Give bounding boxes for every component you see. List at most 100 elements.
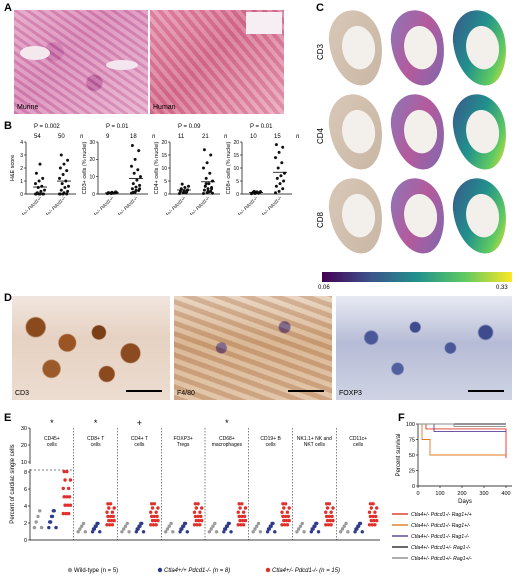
data-point bbox=[62, 469, 66, 474]
data-point bbox=[253, 527, 257, 531]
data-point bbox=[42, 192, 46, 196]
data-point bbox=[203, 184, 207, 188]
y-tick-label: 0 bbox=[92, 192, 95, 198]
data-point bbox=[275, 176, 279, 180]
data-point bbox=[187, 184, 190, 188]
data-point bbox=[80, 524, 84, 528]
data-point bbox=[282, 506, 286, 510]
data-point bbox=[34, 171, 38, 175]
data-point bbox=[198, 510, 202, 514]
data-point bbox=[39, 189, 43, 193]
data-point bbox=[256, 521, 261, 526]
data-point bbox=[165, 527, 170, 531]
data-point bbox=[353, 530, 357, 534]
n-marker: n bbox=[224, 134, 228, 140]
data-point bbox=[41, 176, 45, 180]
data-point bbox=[139, 175, 142, 179]
y-tick-label: 4 bbox=[20, 140, 23, 146]
y-tick-label: 0 bbox=[236, 192, 239, 198]
data-point bbox=[184, 191, 188, 195]
data-point bbox=[287, 518, 291, 523]
data-point bbox=[360, 530, 364, 534]
y-tick-label: 0 bbox=[24, 538, 27, 544]
tissue-section-heatmap bbox=[448, 174, 512, 258]
data-point bbox=[237, 502, 241, 506]
tissue-section-raw bbox=[324, 174, 388, 258]
data-point bbox=[156, 518, 160, 523]
data-point bbox=[51, 509, 56, 513]
data-point bbox=[125, 521, 129, 526]
data-point bbox=[131, 182, 135, 186]
data-point bbox=[66, 511, 71, 516]
p-value-label: P = 0.09 bbox=[178, 124, 201, 130]
data-point bbox=[273, 530, 277, 534]
data-point bbox=[196, 514, 200, 519]
data-point bbox=[182, 521, 187, 526]
legend-label: Wild-type (n = 5) bbox=[74, 568, 118, 574]
data-point bbox=[338, 530, 343, 534]
data-point bbox=[138, 187, 142, 191]
data-point bbox=[236, 523, 240, 527]
panel-letter-e: E bbox=[4, 412, 12, 424]
y-tick-label: 8 bbox=[24, 470, 27, 476]
tissue-section-heatmap bbox=[448, 90, 512, 174]
y-tick-label: 15 bbox=[233, 153, 239, 159]
data-point bbox=[180, 182, 184, 186]
data-point bbox=[169, 521, 173, 526]
group-label: CD45+ bbox=[44, 436, 60, 442]
data-point bbox=[194, 518, 199, 523]
data-point bbox=[108, 514, 113, 519]
n-count-label: 11 bbox=[178, 134, 185, 140]
data-point bbox=[65, 169, 69, 173]
panel-f-survival: 0 25 50 75 100 0 100 200 300 400 Days Percent survi… bbox=[392, 422, 512, 562]
genotype-label: Ctla4+/- Pdcd1-/- bbox=[87, 195, 116, 215]
genotype-label: Ctla4+/- Pdcd1-/- bbox=[255, 195, 284, 215]
data-point bbox=[198, 523, 202, 527]
data-point bbox=[115, 190, 118, 194]
data-point bbox=[61, 173, 65, 176]
data-point bbox=[39, 525, 44, 530]
x-axis-label: Days bbox=[458, 499, 472, 505]
data-point bbox=[127, 530, 131, 534]
data-point bbox=[108, 523, 112, 527]
data-point bbox=[34, 182, 37, 186]
p-value-label: P = 0.01 bbox=[250, 124, 273, 130]
x-tick-label: 200 bbox=[457, 491, 466, 497]
data-point bbox=[309, 530, 314, 534]
data-point bbox=[283, 514, 288, 519]
data-point bbox=[324, 510, 328, 514]
data-point bbox=[209, 153, 213, 157]
data-point bbox=[314, 521, 318, 526]
data-point bbox=[298, 524, 303, 528]
data-point bbox=[283, 523, 287, 527]
genotype-label: Ctla4+/- Pdcd1-/- bbox=[231, 195, 260, 215]
data-point bbox=[193, 514, 198, 519]
data-point bbox=[207, 190, 211, 194]
data-point bbox=[66, 503, 70, 507]
genotype-label: Ctla4+/- Pdcd1-/- bbox=[15, 195, 44, 215]
x-tick-label: 100 bbox=[435, 491, 444, 497]
data-point bbox=[274, 184, 278, 188]
data-point bbox=[108, 502, 113, 506]
data-point bbox=[373, 510, 377, 514]
y-axis-label: CD4+ cells (% nuclei) bbox=[154, 141, 160, 194]
data-point bbox=[163, 530, 168, 534]
data-point bbox=[266, 527, 271, 531]
data-point bbox=[120, 530, 124, 534]
data-point bbox=[238, 518, 242, 523]
data-point bbox=[325, 506, 330, 510]
data-point bbox=[34, 520, 38, 524]
legend-label: Ctla4+/- Pdcd1-/- Rag1+/+ bbox=[411, 512, 472, 518]
data-point bbox=[367, 523, 372, 527]
data-point bbox=[202, 148, 206, 152]
data-point bbox=[316, 530, 321, 534]
n-count-label: 15 bbox=[274, 134, 281, 140]
data-point bbox=[171, 530, 175, 534]
data-point bbox=[66, 158, 70, 162]
data-point bbox=[213, 521, 217, 526]
data-point bbox=[194, 506, 199, 510]
data-point bbox=[368, 514, 373, 519]
data-point bbox=[243, 518, 248, 523]
data-point bbox=[195, 523, 199, 527]
data-point bbox=[204, 176, 208, 180]
